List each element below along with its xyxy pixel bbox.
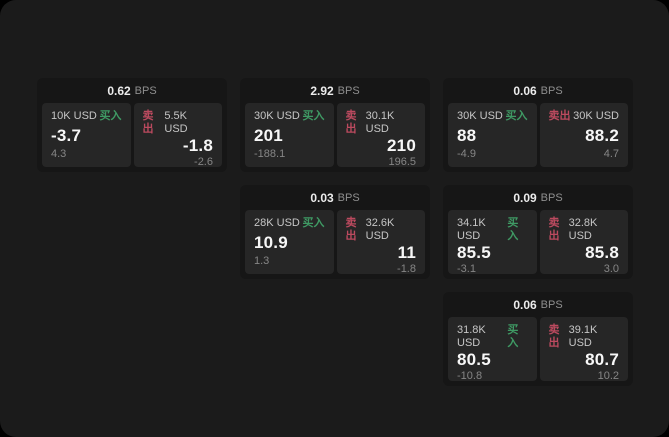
buy-panel[interactable]: 28K USD 买入 10.9 1.3 [245,210,334,274]
quote-panels: 30K USD 买入 201 -188.1 卖出 30.1K USD 210 1… [240,103,430,172]
quote-card: 0.09 BPS 34.1K USD 买入 85.5 -3.1 卖出 32.8K… [443,185,633,279]
buy-amount-label: 30K USD [254,110,300,122]
sell-change: 10.2 [597,370,619,382]
buy-tag: 买入 [99,110,122,122]
buy-price: 201 [254,125,283,145]
card-bps-header: 0.03 BPS [240,185,430,210]
sell-amount-label: 39.1K USD [568,324,598,349]
sell-price: -1.8 [182,136,213,155]
buy-tag: 买入 [505,110,528,122]
buy-tag: 买入 [302,217,325,229]
card-bps-header: 0.06 BPS [443,292,633,317]
quote-panels: 28K USD 买入 10.9 1.3 卖出 32.6K USD 11 -1.8 [240,210,430,279]
buy-amount-label: 34.1K USD [457,217,486,242]
buy-change: -3.1 [457,263,476,275]
quote-panels: 31.8K USD 买入 80.5 -10.8 卖出 39.1K USD 80.… [443,317,633,386]
bps-value: 0.06 [513,297,537,312]
buy-panel[interactable]: 30K USD 买入 88 -4.9 [448,103,537,167]
sell-panel[interactable]: 卖出 39.1K USD 80.7 10.2 [539,317,628,382]
sell-amount-label: 30K USD [573,110,619,122]
quote-card: 0.03 BPS 28K USD 买入 10.9 1.3 卖出 32.6K US… [240,185,430,279]
buy-panel[interactable]: 10K USD 买入 -3.7 4.3 [42,103,131,167]
buy-tag: 买入 [507,217,519,242]
bps-value: 0.62 [107,83,131,98]
sell-price: 80.7 [585,350,619,369]
buy-panel[interactable]: 34.1K USD 买入 85.5 -3.1 [448,210,537,275]
card-bps-header: 0.06 BPS [443,78,633,103]
bps-unit-label: BPS [540,191,563,204]
sell-amount-label: 32.6K USD [365,217,395,242]
bps-value: 0.03 [310,190,334,205]
bps-unit-label: BPS [337,191,360,204]
card-bps-header: 2.92 BPS [240,78,430,103]
quote-card: 0.06 BPS 30K USD 买入 88 -4.9 卖出 30K USD 8… [443,78,633,172]
sell-tag: 卖出 [345,110,357,135]
quote-panels: 34.1K USD 买入 85.5 -3.1 卖出 32.8K USD 85.8… [443,210,633,279]
buy-amount-label: 28K USD [254,217,300,229]
buy-price: 80.5 [457,350,491,369]
sell-tag: 卖出 [142,110,154,135]
sell-change: -2.6 [194,156,213,168]
buy-amount-label: 31.8K USD [457,324,486,349]
buy-panel[interactable]: 30K USD 买入 201 -188.1 [245,103,334,167]
buy-price: 88 [457,125,477,145]
sell-change: 196.5 [388,156,416,168]
buy-change: -10.8 [457,370,483,382]
buy-change: 4.3 [51,148,67,160]
sell-change: -1.8 [397,263,416,275]
buy-change: -4.9 [457,148,476,160]
buy-tag: 买入 [507,324,519,349]
buy-price: -3.7 [51,125,82,145]
quote-card: 0.06 BPS 31.8K USD 买入 80.5 -10.8 卖出 39.1… [443,292,633,386]
sell-tag: 卖出 [345,217,357,242]
card-bps-header: 0.62 BPS [37,78,227,103]
buy-change: 1.3 [254,255,270,267]
sell-amount-label: 30.1K USD [365,110,395,135]
buy-panel[interactable]: 31.8K USD 买入 80.5 -10.8 [448,317,537,382]
quote-card: 0.62 BPS 10K USD 买入 -3.7 4.3 卖出 5.5K USD… [37,78,227,172]
buy-change: -188.1 [254,148,286,160]
sell-tag: 卖出 [548,110,571,122]
buy-amount-label: 10K USD [51,110,97,122]
quote-panels: 10K USD 买入 -3.7 4.3 卖出 5.5K USD -1.8 -2.… [37,103,227,172]
quote-panels: 30K USD 买入 88 -4.9 卖出 30K USD 88.2 4.7 [443,103,633,172]
bps-unit-label: BPS [540,298,563,311]
bps-unit-label: BPS [337,84,360,97]
sell-amount-label: 32.8K USD [568,217,598,242]
sell-price: 85.8 [585,243,619,262]
bps-value: 0.06 [513,83,537,98]
bps-unit-label: BPS [134,84,157,97]
sell-price: 210 [387,136,416,155]
sell-amount-label: 5.5K USD [164,110,188,135]
sell-panel[interactable]: 卖出 30K USD 88.2 4.7 [539,103,628,167]
sell-tag: 卖出 [548,217,560,242]
sell-price: 88.2 [585,125,619,145]
sell-change: 3.0 [603,263,619,275]
buy-price: 85.5 [457,243,491,262]
buy-tag: 买入 [302,110,325,122]
sell-panel[interactable]: 卖出 5.5K USD -1.8 -2.6 [133,103,222,168]
quote-card: 2.92 BPS 30K USD 买入 201 -188.1 卖出 30.1K … [240,78,430,172]
sell-panel[interactable]: 卖出 32.6K USD 11 -1.8 [336,210,425,275]
sell-panel[interactable]: 卖出 32.8K USD 85.8 3.0 [539,210,628,275]
bps-value: 2.92 [310,83,334,98]
sell-change: 4.7 [603,148,619,160]
sell-price: 11 [397,243,416,262]
card-bps-header: 0.09 BPS [443,185,633,210]
buy-price: 10.9 [254,232,288,252]
sell-tag: 卖出 [548,324,560,349]
sell-panel[interactable]: 卖出 30.1K USD 210 196.5 [336,103,425,168]
bps-unit-label: BPS [540,84,563,97]
buy-amount-label: 30K USD [457,110,503,122]
bps-value: 0.09 [513,190,537,205]
